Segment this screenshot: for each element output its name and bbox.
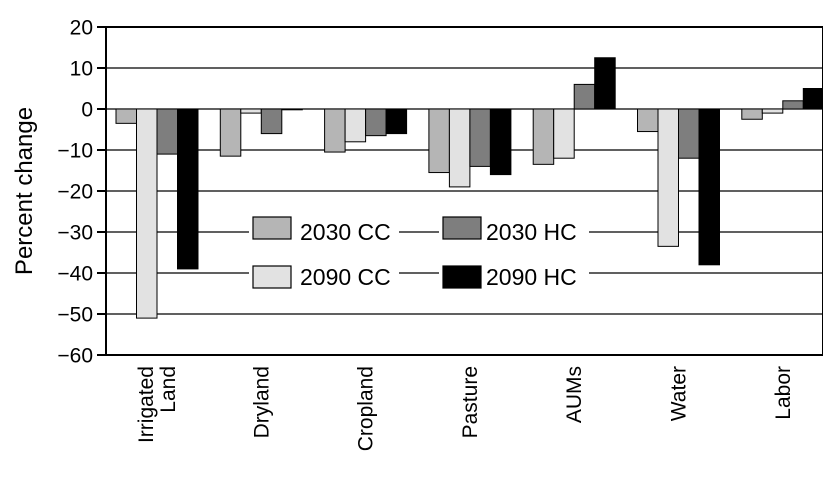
bar (365, 108, 387, 137)
legend-label: 2030 HC (486, 219, 577, 245)
bar (489, 108, 512, 176)
bar (428, 108, 450, 174)
y-tick-label: −60 (57, 345, 93, 368)
y-tick-label: −50 (57, 304, 93, 327)
y-tick-label: 20 (70, 17, 93, 40)
bar (573, 83, 596, 110)
y-tick-label: −40 (57, 263, 93, 286)
bar (136, 108, 158, 319)
bar (657, 108, 679, 247)
legend-label: 2030 CC (300, 219, 391, 245)
bars (115, 57, 823, 319)
category-labels: Irrigated Land Dryland Cropland Pasture AUMs W… (135, 366, 795, 451)
legend-label: 2090 CC (300, 264, 391, 290)
bar (115, 108, 137, 124)
bar (532, 108, 555, 165)
legend-swatch (442, 265, 482, 289)
bar (553, 108, 575, 159)
category-label: Labor (772, 366, 795, 420)
category-label: Dryland (250, 366, 273, 438)
bar (448, 108, 471, 188)
y-axis-ticks: 20 10 0 −10 −20 −30 −40 −50 −60 (57, 17, 106, 368)
bar (678, 108, 700, 159)
bar (344, 108, 367, 143)
legend: 2030 CC 2030 HC 2090 CC 2090 HC (249, 213, 589, 292)
y-axis-label: Percent change (11, 107, 38, 275)
bar (698, 108, 720, 266)
bar (219, 108, 242, 157)
bar (156, 108, 178, 155)
y-tick-label: 10 (70, 58, 93, 81)
bar (782, 100, 804, 110)
category-label: Pasture (459, 366, 482, 438)
plot-frame (105, 26, 823, 356)
bar (761, 108, 784, 114)
bar (469, 108, 491, 167)
bar (802, 88, 823, 110)
bar (324, 108, 346, 153)
bar (385, 108, 408, 135)
legend-swatch (252, 216, 292, 240)
legend-swatch (442, 216, 482, 240)
category-label: AUMs (563, 366, 586, 423)
y-tick-label: −30 (57, 222, 93, 245)
y-tick-label: −10 (57, 140, 93, 163)
bar (281, 108, 303, 111)
bar (594, 57, 616, 110)
bar (240, 108, 262, 114)
legend-label: 2090 HC (486, 264, 577, 290)
bar (177, 108, 199, 270)
category-label: Water (668, 366, 691, 421)
y-tick-label: −20 (57, 181, 93, 204)
y-tick-label: 0 (81, 99, 93, 122)
category-label: Irrigated (135, 366, 158, 443)
bar (260, 108, 283, 135)
bar (741, 108, 763, 120)
legend-swatch (252, 265, 292, 289)
category-label: Cropland (355, 366, 378, 451)
bar (637, 108, 659, 133)
category-label: Land (157, 366, 180, 413)
